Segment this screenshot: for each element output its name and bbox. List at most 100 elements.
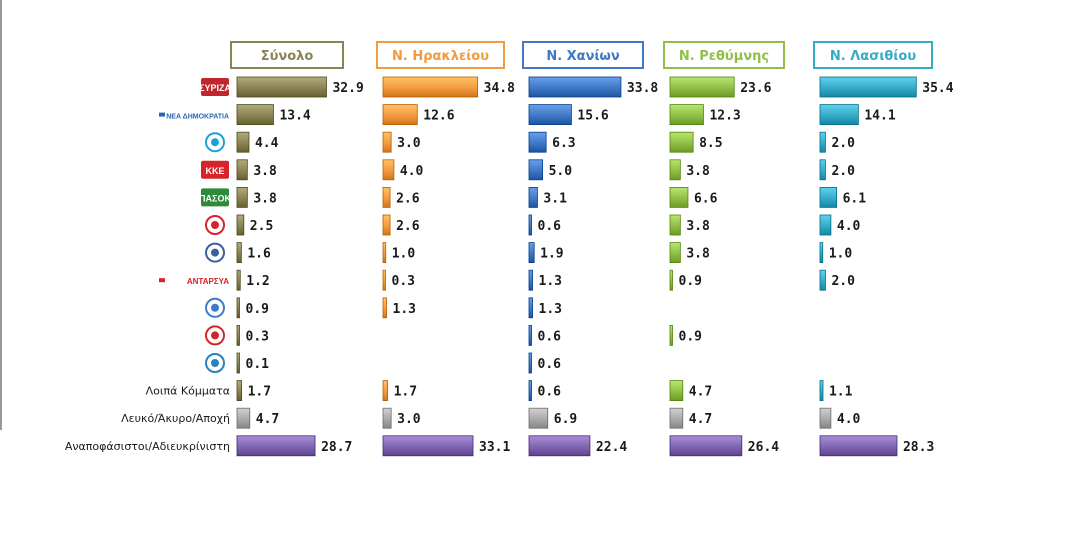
- column-header-box: [663, 41, 785, 69]
- bar-value-label: 0.9: [679, 274, 702, 289]
- syriza-logo-icon: ΣΥΡΙΖΑ: [199, 78, 231, 96]
- bar-value-label: 4.4: [255, 136, 279, 151]
- column-header-3: Ν. Χανίων: [522, 41, 644, 69]
- bar-value-label: 6.1: [843, 191, 867, 206]
- bar-value-label: 0.9: [679, 329, 702, 344]
- bar: [819, 380, 824, 402]
- bar: [236, 407, 251, 429]
- bar: [382, 76, 479, 98]
- bar-value-label: 3.1: [543, 191, 567, 206]
- left-border-rule: [0, 0, 2, 430]
- bar-value-label: 23.6: [740, 81, 771, 96]
- bar: [382, 104, 418, 125]
- bar-value-label: 6.3: [552, 136, 575, 151]
- bar: [382, 297, 387, 319]
- bar: [528, 435, 591, 457]
- bar: [236, 269, 241, 291]
- bar-value-label: 4.0: [837, 219, 861, 234]
- row-label: Αναποφάσιστοι/Αδιευκρίνιστη: [65, 440, 230, 453]
- bar-value-label: 1.0: [829, 247, 853, 262]
- bar-value-label: 6.9: [554, 412, 577, 427]
- anel-logo-icon: [205, 242, 225, 263]
- bar: [236, 214, 245, 236]
- bar: [528, 297, 533, 319]
- bar-value-label: 2.0: [831, 274, 855, 289]
- bar: [819, 159, 826, 181]
- column-header-label: Ν. Λασιθίου: [830, 49, 916, 64]
- bar: [236, 76, 327, 98]
- bar: [669, 131, 694, 153]
- bar-value-label: 28.3: [903, 440, 934, 455]
- bar: [528, 242, 535, 264]
- bar: [528, 214, 532, 236]
- bar-value-label: 1.6: [247, 247, 271, 262]
- bar: [669, 186, 689, 208]
- bar-value-label: 3.8: [686, 164, 710, 179]
- bar: [236, 242, 242, 264]
- nea-dimokratia-logo-icon: ΝΕΑ ΔΗΜΟΚΡΑΤΙΑ: [159, 112, 229, 121]
- bar-value-label: 1.0: [392, 247, 416, 262]
- green-left-alliance-logo-icon: [205, 325, 225, 346]
- bar-value-label: 1.7: [394, 385, 417, 400]
- bar-value-label: 0.9: [246, 302, 269, 317]
- column-headers: Σύνολο Ν. Ηρακλείου Ν. Χανίων Ν. Ρεθύμνης Ν.…: [230, 41, 933, 69]
- bar-value-label: 3.8: [686, 219, 710, 234]
- bar-value-label: 4.7: [689, 412, 712, 427]
- bar: [236, 380, 243, 402]
- svg-text:ΝΕΑ ΔΗΜΟΚΡΑΤΙΑ: ΝΕΑ ΔΗΜΟΚΡΑΤΙΑ: [166, 114, 229, 121]
- bar-value-label: 0.3: [246, 329, 269, 344]
- bar: [382, 131, 392, 153]
- bar: [382, 186, 391, 208]
- bar-value-label: 3.0: [397, 412, 421, 427]
- bar: [528, 159, 544, 181]
- bar: [236, 297, 240, 319]
- bar: [528, 186, 538, 208]
- bar-value-label: 2.6: [396, 191, 420, 206]
- svg-text:ΑΝΤΑΡΣΥΑ: ΑΝΤΑΡΣΥΑ: [187, 277, 229, 286]
- bar-value-label: 0.3: [392, 274, 415, 289]
- column-header-label: Ν. Χανίων: [546, 49, 620, 64]
- bar: [382, 214, 391, 236]
- bar: [382, 380, 389, 402]
- bar-value-label: 33.1: [479, 440, 510, 455]
- bar: [669, 214, 681, 236]
- bar: [819, 131, 826, 153]
- bar: [819, 186, 837, 208]
- column-header-2: Ν. Ηρακλείου: [376, 41, 505, 69]
- bar: [236, 435, 316, 457]
- bar: [669, 242, 681, 264]
- column-header-1: Σύνολο: [230, 41, 344, 69]
- bar-value-label: 22.4: [596, 440, 627, 455]
- bar-value-label: 1.3: [539, 274, 562, 289]
- bar: [382, 435, 474, 457]
- bar: [669, 324, 673, 346]
- bar-value-label: 6.6: [694, 191, 718, 206]
- bar: [236, 131, 250, 153]
- bar: [528, 269, 533, 291]
- pasok-logo-icon: ΠΑΣΟΚ: [199, 188, 231, 207]
- bar: [528, 380, 532, 402]
- bar-value-label: 3.8: [686, 247, 710, 262]
- bar: [819, 242, 824, 264]
- bar-value-label: 8.5: [699, 136, 722, 151]
- bar: [236, 104, 274, 125]
- bar-value-label: 2.5: [250, 219, 273, 234]
- column-header-label: Ν. Ηρακλείου: [392, 49, 489, 64]
- bar-value-label: 2.0: [831, 164, 855, 179]
- bar-value-label: 13.4: [279, 109, 310, 124]
- column-header-box: [813, 41, 933, 69]
- bar: [236, 324, 240, 346]
- bar-value-label: 1.1: [829, 385, 853, 400]
- row-label: Λοιπά Κόμματα: [146, 385, 230, 398]
- bar: [528, 76, 622, 98]
- bar: [669, 407, 684, 429]
- antarsya-logo-icon: ΑΝΤΑΡΣΥΑ: [159, 277, 229, 286]
- bar: [669, 159, 681, 181]
- svg-text:ΣΥΡΙΖΑ: ΣΥΡΙΖΑ: [199, 83, 231, 93]
- bar-value-label: 0.6: [538, 357, 562, 372]
- row-logos: ΣΥΡΙΖΑ ΝΕΑ ΔΗΜΟΚΡΑΤΙΑ ΚΚΕ ΠΑΣΟΚ ΑΝΤΑΡΣΥΑ: [159, 78, 231, 373]
- bar-value-label: 28.7: [321, 440, 352, 455]
- bar: [382, 269, 386, 291]
- bar: [669, 76, 735, 98]
